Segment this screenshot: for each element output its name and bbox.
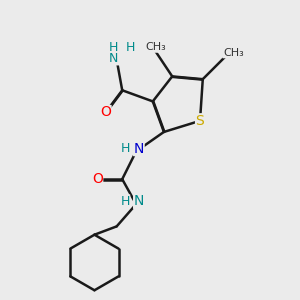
Text: H: H	[126, 41, 135, 54]
Text: H: H	[109, 41, 119, 54]
Text: CH₃: CH₃	[223, 48, 244, 58]
Text: CH₃: CH₃	[145, 42, 166, 52]
Text: O: O	[100, 106, 111, 119]
Text: H: H	[120, 195, 130, 208]
Text: N: N	[134, 142, 144, 156]
Text: N: N	[109, 52, 119, 65]
Text: S: S	[196, 114, 204, 128]
Text: N: N	[134, 194, 144, 208]
Text: H: H	[120, 142, 130, 155]
Text: O: O	[92, 172, 103, 186]
